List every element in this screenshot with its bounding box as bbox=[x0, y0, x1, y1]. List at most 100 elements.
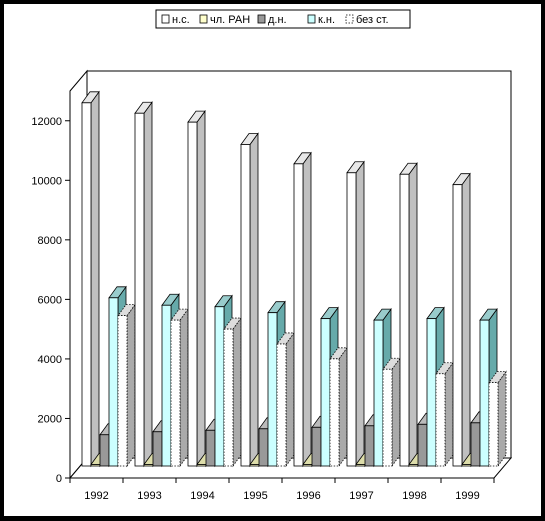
bar-side bbox=[408, 162, 418, 468]
bar-front bbox=[99, 434, 110, 467]
bar-front bbox=[329, 358, 340, 467]
bar-front bbox=[470, 422, 481, 467]
y-tick-label: 6000 bbox=[38, 294, 62, 306]
legend-label: чл. РАН bbox=[210, 14, 250, 26]
bar-н.с.-1994 bbox=[187, 109, 206, 468]
bar-front bbox=[364, 425, 375, 467]
bar-side bbox=[249, 132, 259, 468]
legend-label: н.с. bbox=[172, 14, 190, 26]
bar-side bbox=[285, 331, 295, 468]
category-group-1998 bbox=[399, 162, 454, 468]
y-tick-label: 10000 bbox=[31, 175, 62, 187]
category-group-1997 bbox=[346, 160, 401, 468]
category-group-1993 bbox=[134, 100, 189, 468]
bar-front bbox=[152, 431, 163, 467]
x-tick-label: 1997 bbox=[349, 490, 373, 502]
bar-front bbox=[346, 172, 357, 467]
bar-н.с.-1998 bbox=[399, 162, 418, 468]
bar-side bbox=[338, 346, 348, 468]
category-group-1999 bbox=[452, 172, 507, 468]
bar-side bbox=[126, 303, 136, 468]
bar-н.с.-1997 bbox=[346, 160, 365, 468]
bar-side bbox=[497, 370, 507, 468]
bar-front bbox=[461, 464, 472, 467]
bar-front bbox=[258, 428, 269, 467]
legend-label: д.н. bbox=[268, 14, 287, 26]
bar-front bbox=[399, 173, 410, 467]
y-axis: 0 2000 4000 6000 8000 10000 12000 bbox=[31, 90, 71, 485]
bar-front bbox=[134, 112, 145, 467]
y-tick-label: 8000 bbox=[38, 235, 62, 247]
bar-без ст.-1993 bbox=[170, 307, 189, 468]
bar-side bbox=[302, 151, 312, 468]
bar-side bbox=[444, 361, 454, 468]
bar-front bbox=[479, 319, 490, 467]
category-group-1992 bbox=[81, 90, 136, 468]
bar-front bbox=[143, 464, 154, 467]
x-tick-label: 1996 bbox=[296, 490, 320, 502]
bar-front bbox=[196, 464, 207, 467]
y-tick-label: 2000 bbox=[38, 413, 62, 425]
bar-н.с.-1992 bbox=[81, 90, 100, 468]
legend-swatch bbox=[257, 14, 266, 24]
bar-front bbox=[408, 464, 419, 467]
legend-item: чл. РАН bbox=[199, 14, 250, 26]
bar-н.с.-1999 bbox=[452, 172, 471, 468]
bar-front bbox=[214, 306, 225, 467]
bar-front bbox=[417, 423, 428, 467]
x-tick-label: 1998 bbox=[402, 490, 426, 502]
bar-front bbox=[161, 304, 172, 467]
legend-item: без ст. bbox=[345, 14, 389, 26]
bar-front bbox=[355, 464, 366, 467]
bar-side bbox=[461, 172, 471, 468]
chart-frame: 0 2000 4000 6000 8000 10000 12000 1992 1993 1994… bbox=[4, 4, 541, 516]
legend: н.с. чл. РАН д.н. к.н. без ст. bbox=[155, 9, 411, 29]
bar-front bbox=[426, 318, 437, 467]
bar-front bbox=[90, 464, 101, 467]
bar-side bbox=[179, 307, 189, 468]
legend-swatch bbox=[345, 14, 354, 24]
bar-front bbox=[170, 319, 181, 467]
x-tick-label: 1992 bbox=[84, 490, 108, 502]
x-tick-label: 1999 bbox=[455, 490, 479, 502]
x-tick-label: 1993 bbox=[137, 490, 161, 502]
bar-front bbox=[81, 102, 92, 467]
bar-н.с.-1995 bbox=[240, 132, 259, 468]
bar-front bbox=[223, 328, 234, 467]
bar-front bbox=[382, 368, 393, 467]
legend-swatch bbox=[161, 14, 170, 24]
legend-label: к.н. bbox=[318, 14, 335, 26]
bar-front bbox=[320, 318, 331, 467]
bar-front bbox=[249, 464, 260, 467]
x-tick-label: 1995 bbox=[243, 490, 267, 502]
bar-front bbox=[205, 429, 216, 467]
bar-side bbox=[196, 109, 206, 468]
bar-side bbox=[232, 316, 242, 468]
bar-без ст.-1997 bbox=[382, 357, 401, 468]
legend-swatch bbox=[307, 14, 316, 24]
bar-front bbox=[267, 312, 278, 467]
legend-item: д.н. bbox=[257, 14, 287, 26]
chart: 0 2000 4000 6000 8000 10000 12000 1992 1993 1994… bbox=[31, 9, 513, 502]
bar-без ст.-1996 bbox=[329, 346, 348, 468]
bar-side bbox=[143, 100, 153, 468]
legend-label: без ст. bbox=[356, 14, 389, 26]
bar-front bbox=[117, 315, 128, 467]
category-group-1996 bbox=[293, 151, 348, 468]
y-tick-label: 0 bbox=[56, 473, 62, 485]
bar-front bbox=[108, 297, 119, 467]
bar-без ст.-1994 bbox=[223, 316, 242, 468]
bar-front bbox=[311, 426, 322, 467]
bar-без ст.-1998 bbox=[435, 361, 454, 468]
bar-без ст.-1995 bbox=[276, 331, 295, 468]
bar-side bbox=[90, 90, 100, 468]
bar-front bbox=[302, 464, 313, 467]
y-tick-label: 4000 bbox=[38, 354, 62, 366]
bar-front bbox=[293, 163, 304, 467]
x-axis: 1992 1993 1994 1995 1996 1997 1998 1999 bbox=[69, 477, 495, 502]
x-tick-label: 1994 bbox=[190, 490, 214, 502]
bar-side bbox=[355, 160, 365, 468]
category-group-1994 bbox=[187, 109, 242, 468]
legend-swatch bbox=[199, 14, 208, 24]
bar-front bbox=[373, 319, 384, 467]
